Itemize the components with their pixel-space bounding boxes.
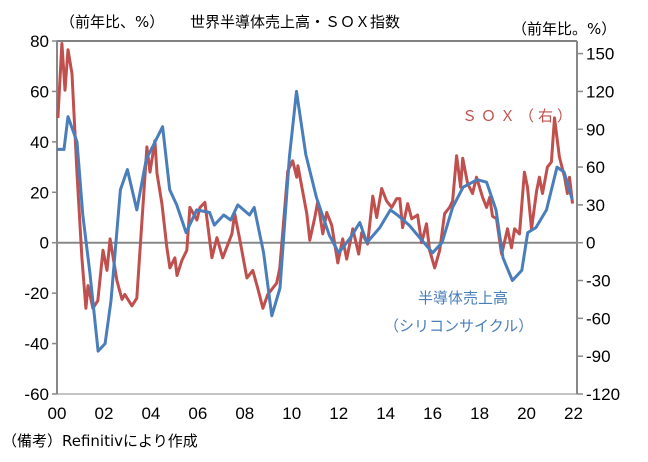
y-right-tick-label: 120 [586, 82, 614, 101]
y-right-tick-label: -90 [586, 347, 611, 366]
x-tick-label: 04 [141, 404, 160, 423]
y-right-tick-label: 0 [586, 234, 595, 253]
y-right-axis-label: （前年比。%） [512, 20, 616, 38]
x-tick-label: 22 [564, 404, 583, 423]
y-right-tick-label: -30 [586, 272, 611, 291]
series-lines [56, 42, 574, 353]
y-left-axis-label: （前年比、%） [60, 13, 164, 31]
sox-series-label: ＳＯＸ（右） [462, 107, 576, 125]
y-right-tick-label: 30 [586, 196, 605, 215]
x-tick-label: 16 [423, 404, 442, 423]
semiconductor-series-label: 半導体売上高 [418, 289, 508, 307]
x-tick-label: 00 [48, 404, 67, 423]
sox-index-line [56, 42, 574, 310]
y-right-tick-label: 90 [586, 120, 605, 139]
chart-title: 世界半導体売上高・ＳＯＸ指数 [190, 13, 400, 31]
y-right-tick-label: 150 [586, 45, 614, 64]
y-right-tick-label: 60 [586, 158, 605, 177]
y-left-tick-label: 60 [30, 82, 49, 101]
x-tick-label: 10 [282, 404, 301, 423]
x-tick-label: 14 [376, 404, 395, 423]
y-left-tick-label: 80 [30, 32, 49, 51]
axes: 80 60 40 20 0 -20 -40 -60 150 120 90 60 30 0 -30 -60 -90… [24, 32, 620, 423]
x-tick-label: 20 [517, 404, 536, 423]
x-tick-label: 08 [235, 404, 254, 423]
y-left-tick-label: 0 [40, 234, 49, 253]
semiconductor-series-label-sub: （シリコンサイクル） [384, 317, 533, 335]
y-right-tick-label: -60 [586, 309, 611, 328]
y-left-tick-label: 20 [30, 183, 49, 202]
y-left-tick-label: -20 [24, 284, 49, 303]
y-left-tick-label: -40 [24, 335, 49, 354]
y-left-tick-label: 40 [30, 133, 49, 152]
semiconductor-sales-line [57, 89, 574, 353]
x-tick-label: 06 [188, 404, 207, 423]
x-tick-label: 12 [329, 404, 348, 423]
y-right-tick-label: -120 [586, 385, 620, 404]
x-tick-label: 02 [94, 404, 113, 423]
y-left-tick-label: -60 [24, 385, 49, 404]
source-note: （備考）Refinitivにより作成 [2, 432, 198, 450]
x-tick-label: 18 [470, 404, 489, 423]
